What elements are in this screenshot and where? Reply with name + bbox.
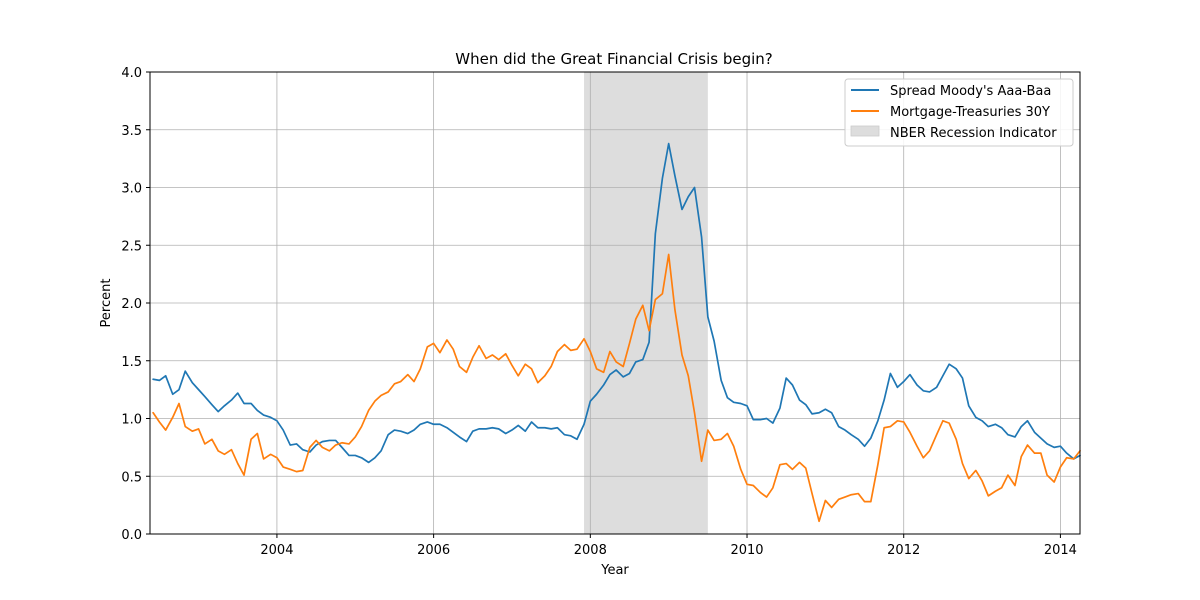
- y-tick-label: 2.0: [121, 297, 142, 312]
- legend-label-recession: NBER Recession Indicator: [890, 126, 1057, 141]
- x-tick-label: 2006: [417, 543, 450, 558]
- y-tick-label: 3.0: [121, 182, 142, 197]
- legend-label-spread: Spread Moody's Aaa-Baa: [890, 84, 1051, 99]
- y-tick-label: 0.5: [121, 470, 142, 485]
- mortgage-treasuries-line: [152, 253, 1081, 523]
- y-tick-label: 1.0: [121, 413, 142, 428]
- legend-label-mortgage: Mortgage-Treasuries 30Y: [890, 105, 1050, 120]
- y-tick-label: 2.5: [121, 239, 142, 254]
- plot-area: [149, 71, 1081, 535]
- x-tick-label: 2010: [730, 543, 763, 558]
- x-axis: 2004 2006 2008 2010 2012 2014: [260, 534, 1077, 558]
- legend-swatch-recession: [850, 125, 880, 137]
- y-axis-label: Percent: [99, 279, 114, 328]
- y-tick-label: 4.0: [121, 66, 142, 81]
- legend-box: [844, 78, 1074, 147]
- y-axis: 0.0 0.5 1.0 1.5 2.0 2.5 3.0 3.5 4.0: [121, 66, 150, 543]
- y-tick-label: 3.5: [121, 124, 142, 139]
- x-tick-label: 2014: [1044, 543, 1077, 558]
- x-axis-label: Year: [600, 563, 629, 578]
- x-tick-label: 2004: [260, 543, 293, 558]
- x-tick-label: 2012: [887, 543, 920, 558]
- y-tick-label: 0.0: [121, 528, 142, 543]
- series-layer: [152, 142, 1081, 523]
- chart-title: When did the Great Financial Crisis begi…: [455, 50, 772, 68]
- spread-aaa-baa-line: [152, 142, 1081, 464]
- legend: Spread Moody's Aaa-Baa Mortgage-Treasuri…: [844, 78, 1074, 147]
- x-tick-label: 2008: [574, 543, 607, 558]
- y-tick-label: 1.5: [121, 355, 142, 370]
